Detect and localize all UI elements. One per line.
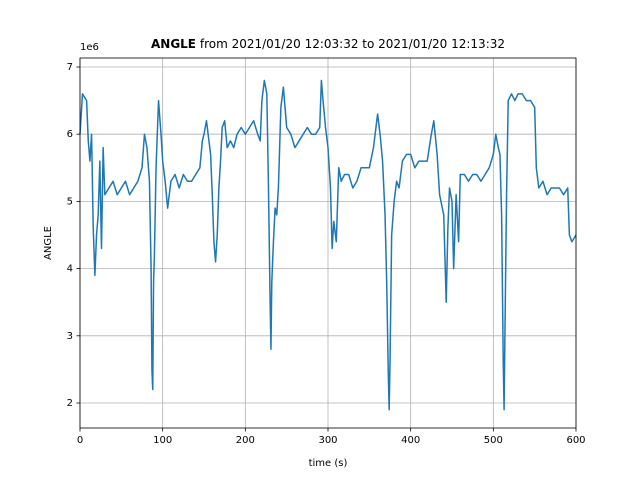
x-axis-label: time (s) — [309, 458, 348, 469]
title-suffix: from 2021/01/20 12:03:32 to 2021/01/20 1… — [200, 37, 505, 51]
x-tick-label: 0 — [77, 435, 83, 446]
x-tick-label: 200 — [236, 435, 255, 446]
axes-frame — [79, 57, 577, 429]
chart-title: ANGLE from 2021/01/20 12:03:32 to 2021/0… — [151, 37, 505, 51]
y-tick-label: 3 — [67, 331, 73, 342]
x-tick-label: 600 — [566, 435, 585, 446]
y-tick-label: 4 — [67, 264, 73, 275]
x-tick-label: 100 — [153, 435, 172, 446]
y-axis-label: ANGLE — [43, 226, 54, 260]
y-tick-label: 6 — [67, 129, 73, 140]
y-tick-label: 2 — [67, 398, 73, 409]
x-tick-label: 400 — [401, 435, 420, 446]
y-tick-label: 7 — [67, 62, 73, 73]
title-bold: ANGLE — [151, 37, 196, 51]
y-tick-label: 5 — [67, 196, 73, 207]
y-offset-label: 1e6 — [80, 42, 99, 53]
x-tick-label: 500 — [484, 435, 503, 446]
data-line — [79, 79, 577, 411]
x-tick-label: 300 — [318, 435, 337, 446]
